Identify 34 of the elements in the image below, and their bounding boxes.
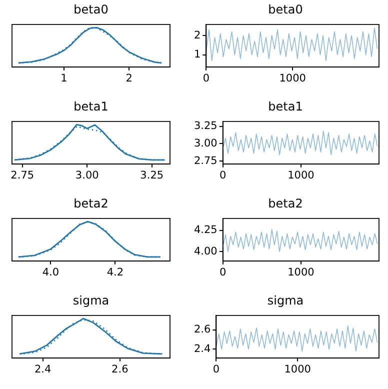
x-tick-label: 4.2 bbox=[106, 266, 124, 278]
x-tick-label: 0 bbox=[212, 363, 220, 376]
chart-title: sigma bbox=[72, 293, 110, 308]
chart-title: beta0 bbox=[74, 2, 108, 16]
chart-title: beta2 bbox=[268, 196, 303, 210]
x-tick-label: 3.25 bbox=[140, 169, 164, 182]
y-tick-label: 4.25 bbox=[194, 224, 218, 236]
chart-title: beta1 bbox=[268, 99, 303, 114]
x-tick-label: 1000 bbox=[288, 266, 314, 278]
x-tick-label: 0 bbox=[202, 72, 210, 84]
x-tick-label: 1 bbox=[60, 72, 68, 84]
chart-title: sigma bbox=[267, 293, 304, 308]
y-tick-label: 3.25 bbox=[194, 120, 218, 132]
x-tick-label: 4.0 bbox=[42, 266, 60, 278]
x-tick-label: 3.00 bbox=[75, 169, 99, 182]
x-tick-label: 2.4 bbox=[34, 363, 52, 376]
x-tick-label: 2 bbox=[126, 72, 132, 84]
y-tick-label: 4.00 bbox=[194, 245, 218, 258]
x-tick-label: 0 bbox=[220, 266, 226, 278]
chart-title: beta2 bbox=[74, 196, 108, 210]
y-tick-label: 1 bbox=[194, 48, 201, 61]
chart-title: beta0 bbox=[268, 2, 303, 16]
x-tick-label: 1000 bbox=[284, 363, 311, 376]
y-tick-label: 3.00 bbox=[194, 137, 218, 150]
x-tick-label: 2.75 bbox=[10, 169, 34, 182]
x-tick-label: 0 bbox=[220, 169, 226, 182]
y-tick-label: 2.6 bbox=[194, 324, 212, 336]
x-tick-label: 2.6 bbox=[112, 363, 129, 376]
y-tick-label: 2 bbox=[194, 29, 201, 42]
x-tick-label: 1000 bbox=[288, 169, 314, 182]
y-tick-label: 2.75 bbox=[194, 154, 218, 167]
x-tick-label: 1000 bbox=[279, 72, 306, 84]
chart-title: beta1 bbox=[74, 99, 108, 114]
y-tick-label: 2.4 bbox=[194, 342, 212, 355]
